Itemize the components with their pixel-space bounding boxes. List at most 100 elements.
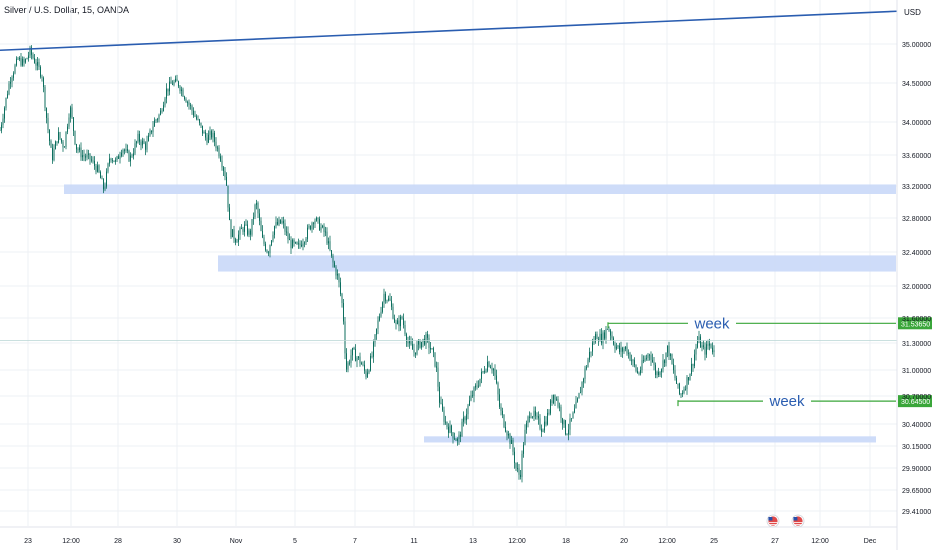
candle-body [11,77,13,83]
candle-body [196,116,197,120]
candle-body [10,82,11,84]
candle-body [379,316,380,321]
candle-body [299,243,301,245]
candle-body [698,336,700,341]
candle-body [176,78,178,82]
candle-body [677,383,679,385]
candle-body [62,141,64,148]
candle-body [673,363,674,371]
candle-body [434,352,436,367]
candle-body [458,434,460,439]
candle-body [178,81,179,87]
candle-body [187,102,188,104]
candle-body [601,333,602,344]
candle-body [307,227,308,239]
candle-body [517,468,518,469]
us-flag-icon[interactable] [766,514,780,528]
candle-body [550,400,551,414]
candle-body [169,81,170,92]
candle-body [109,158,110,164]
candle-body [481,372,482,379]
zone-2[interactable] [218,255,896,272]
level-label[interactable]: week [768,393,805,410]
candle-body [220,156,221,161]
candle-body [685,389,686,391]
support-resistance-zones[interactable] [64,184,896,443]
candle-body [4,107,5,119]
candle-body [269,245,271,254]
candle-body [418,340,419,345]
candle-body [470,395,472,401]
price-tag[interactable] [898,395,932,408]
candle-body [22,58,23,66]
price-tag[interactable] [898,317,932,330]
candle-body [403,318,404,325]
candle-body [5,97,7,108]
candle-body [184,96,185,100]
y-tick-label: 31.00000 [902,368,931,375]
candle-body [26,58,28,60]
y-tick-label: 30.70000 [902,394,931,401]
currency-label[interactable]: USD [904,8,921,17]
candle-body [100,172,101,179]
candle-body [610,330,611,336]
candle-body [539,418,541,429]
level-label[interactable]: week [693,315,730,332]
candle-body [359,356,361,364]
candle-body [155,119,157,121]
candle-body [713,350,715,353]
candle-body [406,334,407,342]
candle-body [122,149,124,153]
candle-body [37,62,38,66]
candle-body [386,300,388,302]
event-flags[interactable] [766,514,805,528]
zone-3[interactable] [424,436,876,443]
candle-body [314,220,316,225]
candle-body [344,321,346,354]
time-axis[interactable]: 23 12:00 28 30 Nov 5 7 11 13 12:00 18 20 12:00 25 27 12… [0,526,897,545]
candle-body [55,141,56,150]
candle-body [688,377,689,381]
us-flag-icon[interactable] [791,514,805,528]
candle-body [565,420,566,435]
candle-body [686,377,688,390]
candle-body [310,225,311,230]
candle-body [296,242,298,245]
candle-body [238,234,239,242]
candle-body [706,344,707,355]
candle-body [409,340,410,344]
candle-body [665,352,667,364]
price-axis[interactable]: 35.00000 34.50000 34.00000 33.60000 33.20000… [902,42,931,516]
candle-body [94,160,95,166]
candle-body [520,474,521,477]
weekly-levels[interactable]: week 31.53650 week 30.64500 [607,315,932,410]
candle-body [194,115,196,117]
trendline-layer[interactable] [0,10,898,341]
candle-body [43,77,44,88]
candle-body [149,130,151,136]
candle-body [692,364,694,366]
candle-body [497,382,499,395]
candle-body [553,394,554,403]
candle-body [374,334,376,343]
candle-body [443,410,445,422]
candle-body [689,374,691,381]
candle-body [490,366,491,369]
candle-body [670,354,671,357]
candle-body [61,138,62,142]
candle-body [499,394,500,407]
zone-1[interactable] [64,184,896,194]
candle-body [107,163,109,172]
candle-body [632,360,634,361]
candle-body [694,354,695,366]
candle-body [491,368,493,371]
candle-body [16,58,17,66]
price-tag-text: 30.64500 [901,399,930,406]
symbol-title[interactable]: Silver / U.S. Dollar, 15, OANDA [4,5,130,15]
trendline[interactable] [0,10,898,52]
candle-body [560,406,562,419]
candle-body [85,156,86,158]
candle-body [76,144,77,150]
candle-body [589,352,590,360]
